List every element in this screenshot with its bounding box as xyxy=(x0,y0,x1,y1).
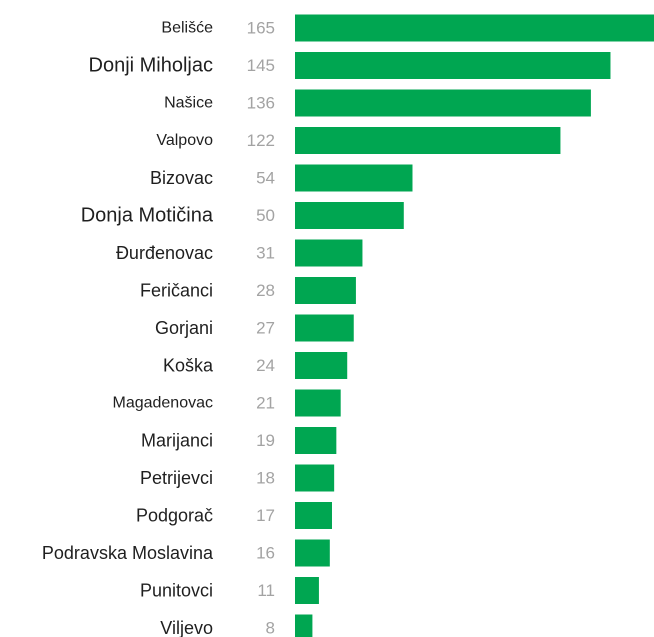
bar xyxy=(295,89,591,117)
bar xyxy=(295,239,363,267)
category-label: Bizovac xyxy=(150,168,213,188)
bar xyxy=(295,614,313,637)
category-label: Belišće xyxy=(161,20,213,37)
category-label: Podgorač xyxy=(136,506,213,526)
bar xyxy=(295,577,319,604)
bar xyxy=(295,14,654,42)
category-label-group: Belišće Donji Miholjac Našice Valpovo Bizova… xyxy=(42,20,214,637)
value-label: 19 xyxy=(256,431,275,450)
category-label: Gorjani xyxy=(155,318,213,338)
bar xyxy=(295,502,332,529)
category-label: Petrijevci xyxy=(140,468,213,488)
bar xyxy=(295,277,356,304)
value-label: 11 xyxy=(257,581,275,600)
bar xyxy=(295,52,611,79)
category-label: Našice xyxy=(164,95,213,112)
value-label: 17 xyxy=(256,506,275,525)
bar xyxy=(295,389,341,417)
value-label-group: 165 145 136 122 54 50 31 28 27 24 21 19 18 17 16 11 8 xyxy=(247,19,275,637)
category-label: Donji Miholjac xyxy=(89,55,214,77)
value-label: 145 xyxy=(247,56,275,75)
category-label: Donja Motičina xyxy=(81,205,214,227)
category-label: Punitovci xyxy=(140,581,213,601)
value-label: 27 xyxy=(256,319,275,338)
category-label: Koška xyxy=(163,356,214,376)
bar xyxy=(295,127,561,154)
value-label: 136 xyxy=(247,94,275,113)
bar xyxy=(295,202,404,229)
category-label: Valpovo xyxy=(156,132,213,149)
value-label: 28 xyxy=(256,281,275,300)
value-label: 21 xyxy=(256,394,275,413)
value-label: 24 xyxy=(256,356,275,375)
bar-group xyxy=(295,14,654,637)
value-label: 31 xyxy=(256,244,275,263)
value-label: 18 xyxy=(256,469,275,488)
bar xyxy=(295,164,413,192)
category-label: Magadenovac xyxy=(112,395,213,412)
value-label: 54 xyxy=(256,169,275,188)
category-label: Viljevo xyxy=(160,618,213,637)
bar xyxy=(295,352,348,379)
value-label: 50 xyxy=(256,206,275,225)
category-label: Đurđenovac xyxy=(116,243,213,263)
bar xyxy=(295,427,337,454)
value-label: 8 xyxy=(266,619,275,637)
bar xyxy=(295,464,335,492)
category-label: Podravska Moslavina xyxy=(42,543,214,563)
category-label: Marijanci xyxy=(141,431,213,451)
value-label: 16 xyxy=(256,544,275,563)
value-label: 165 xyxy=(247,19,275,38)
bar xyxy=(295,314,354,342)
bar xyxy=(295,539,330,567)
value-label: 122 xyxy=(247,131,275,150)
category-label: Feričanci xyxy=(140,281,213,301)
